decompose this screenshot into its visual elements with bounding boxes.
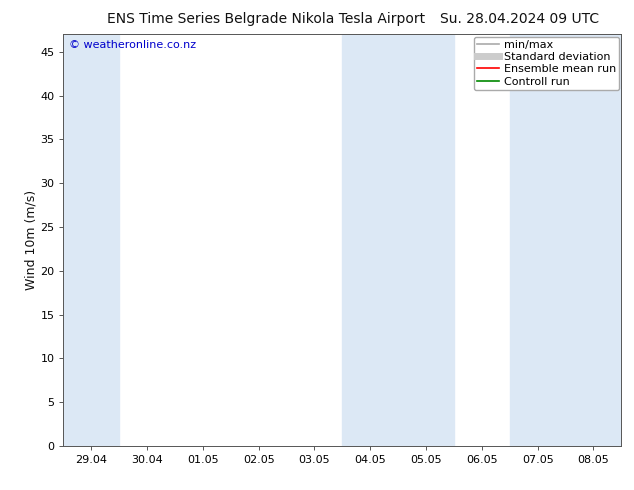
Legend: min/max, Standard deviation, Ensemble mean run, Controll run: min/max, Standard deviation, Ensemble me… [474, 37, 619, 90]
Text: © weatheronline.co.nz: © weatheronline.co.nz [69, 41, 196, 50]
Text: ENS Time Series Belgrade Nikola Tesla Airport: ENS Time Series Belgrade Nikola Tesla Ai… [107, 12, 425, 26]
Text: Su. 28.04.2024 09 UTC: Su. 28.04.2024 09 UTC [441, 12, 599, 26]
Bar [63, 34, 119, 446]
Y-axis label: Wind 10m (m/s): Wind 10m (m/s) [25, 190, 37, 290]
Bar [342, 34, 454, 446]
Bar [510, 34, 621, 446]
